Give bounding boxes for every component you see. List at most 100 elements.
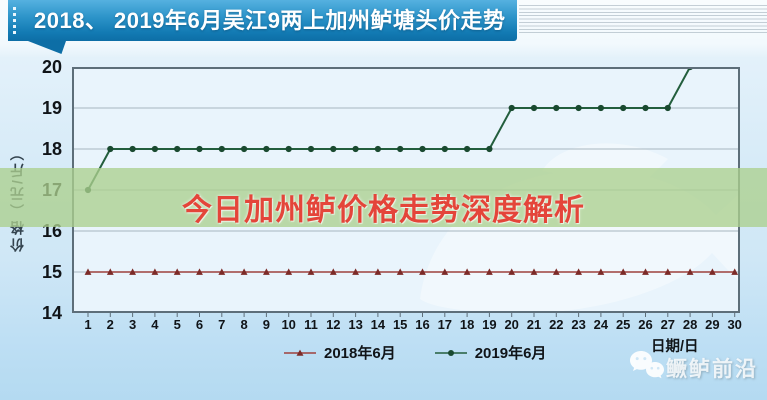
data-point bbox=[374, 145, 381, 153]
data-point bbox=[441, 145, 448, 153]
x-tick-label: 7 bbox=[218, 317, 226, 332]
data-point bbox=[196, 145, 203, 153]
x-tick-label: 18 bbox=[459, 317, 475, 332]
legend-label: 2018年6月 bbox=[324, 345, 396, 362]
data-point bbox=[307, 145, 315, 153]
data-point bbox=[129, 145, 136, 153]
x-axis-title: 日期/日 bbox=[651, 339, 699, 355]
data-point bbox=[508, 268, 516, 275]
x-tick-label: 20 bbox=[504, 317, 519, 332]
data-point bbox=[686, 268, 694, 275]
brand-watermark: 鳜鲈前沿 bbox=[666, 358, 758, 381]
data-point bbox=[84, 268, 92, 275]
data-point bbox=[352, 268, 359, 275]
watermark-headline: 今日加州鲈价格走势深度解析 bbox=[182, 194, 585, 227]
data-point bbox=[419, 145, 426, 153]
x-tick-label: 28 bbox=[682, 317, 698, 332]
x-tick-label: 27 bbox=[660, 317, 676, 332]
x-tick-label: 2 bbox=[106, 317, 114, 332]
wechat-icon bbox=[630, 351, 664, 379]
data-point bbox=[441, 268, 449, 275]
title-banner: 2018、 2019年6月吴江9两上加州鲈塘头价走势 bbox=[8, 0, 517, 41]
data-point bbox=[151, 268, 159, 275]
x-tick-label: 4 bbox=[151, 317, 159, 332]
legend-item: 2018年6月 bbox=[283, 342, 396, 363]
x-tick-label: 13 bbox=[348, 317, 363, 332]
legend-marker-triangle-icon bbox=[284, 349, 316, 356]
data-point bbox=[731, 268, 739, 275]
data-point bbox=[241, 145, 248, 153]
legend-marker-circle-icon bbox=[434, 349, 467, 356]
x-tick-label: 17 bbox=[437, 317, 453, 332]
data-point bbox=[374, 268, 382, 275]
series-line-2019年6月 bbox=[87, 67, 691, 191]
y-tick-label: 20 bbox=[41, 57, 62, 77]
x-tick-label: 15 bbox=[392, 317, 408, 332]
y-tick-label: 19 bbox=[41, 98, 62, 118]
data-point bbox=[107, 145, 114, 153]
data-point bbox=[151, 145, 158, 153]
data-point bbox=[486, 268, 493, 275]
x-tick-label: 11 bbox=[304, 317, 318, 332]
data-point bbox=[196, 268, 203, 275]
data-point bbox=[642, 268, 649, 275]
x-tick-label: 30 bbox=[727, 317, 742, 332]
data-point bbox=[352, 145, 359, 153]
y-tick-label: 14 bbox=[41, 303, 62, 323]
x-tick-label: 21 bbox=[526, 317, 542, 332]
data-point bbox=[508, 104, 515, 112]
x-tick-label: 22 bbox=[549, 317, 564, 332]
x-tick-label: 8 bbox=[240, 317, 248, 332]
data-point bbox=[106, 268, 114, 275]
data-point bbox=[575, 268, 582, 275]
x-tick-label: 3 bbox=[128, 317, 137, 332]
data-point bbox=[329, 268, 337, 275]
data-point bbox=[174, 145, 181, 153]
y-tick-label: 15 bbox=[41, 262, 62, 282]
data-point bbox=[463, 268, 471, 275]
x-tick-label: 26 bbox=[638, 317, 653, 332]
x-tick-label: 19 bbox=[482, 317, 497, 332]
data-point bbox=[330, 145, 337, 153]
legend-item: 2019年6月 bbox=[434, 342, 546, 363]
data-point bbox=[218, 268, 226, 275]
data-point bbox=[285, 145, 292, 153]
x-tick-label: 1 bbox=[84, 317, 92, 332]
data-point bbox=[240, 268, 248, 275]
data-point bbox=[419, 268, 426, 275]
x-tick-label: 14 bbox=[370, 317, 386, 332]
data-point bbox=[218, 145, 225, 153]
data-point bbox=[553, 104, 560, 112]
dotted-line-decoration bbox=[13, 7, 16, 36]
chart-legend: 2018年6月 2019年6月 bbox=[283, 342, 546, 363]
data-point bbox=[486, 145, 493, 153]
data-point bbox=[664, 268, 672, 275]
data-point bbox=[552, 268, 560, 275]
data-point bbox=[709, 268, 716, 275]
x-tick-label: 6 bbox=[195, 317, 204, 332]
data-point bbox=[397, 145, 404, 153]
highlight-band bbox=[0, 168, 767, 227]
speech-bubble-tail bbox=[28, 41, 66, 54]
x-tick-label: 5 bbox=[173, 317, 181, 332]
data-point bbox=[263, 145, 270, 153]
x-tick-label: 16 bbox=[415, 317, 430, 332]
data-point bbox=[575, 104, 582, 112]
data-point bbox=[619, 268, 627, 275]
x-tick-label: 24 bbox=[593, 317, 609, 332]
x-axis-tick-labels: 1 2 3 4 5 6 7 8 9 10 11 12 13 14 15 16 17 18 19 20 21 22 23 24 2… bbox=[72, 317, 748, 333]
data-point bbox=[307, 268, 315, 275]
pinstripe-decoration bbox=[519, 5, 767, 33]
data-point bbox=[129, 268, 136, 275]
data-point bbox=[173, 268, 181, 275]
data-point bbox=[285, 268, 293, 275]
data-point bbox=[530, 104, 538, 112]
data-point bbox=[642, 104, 649, 112]
x-tick-label: 10 bbox=[281, 317, 296, 332]
data-point bbox=[396, 268, 404, 275]
y-tick-label: 18 bbox=[41, 139, 62, 159]
x-tick-label: 9 bbox=[262, 317, 270, 332]
data-point bbox=[530, 268, 538, 275]
data-point bbox=[263, 268, 270, 275]
